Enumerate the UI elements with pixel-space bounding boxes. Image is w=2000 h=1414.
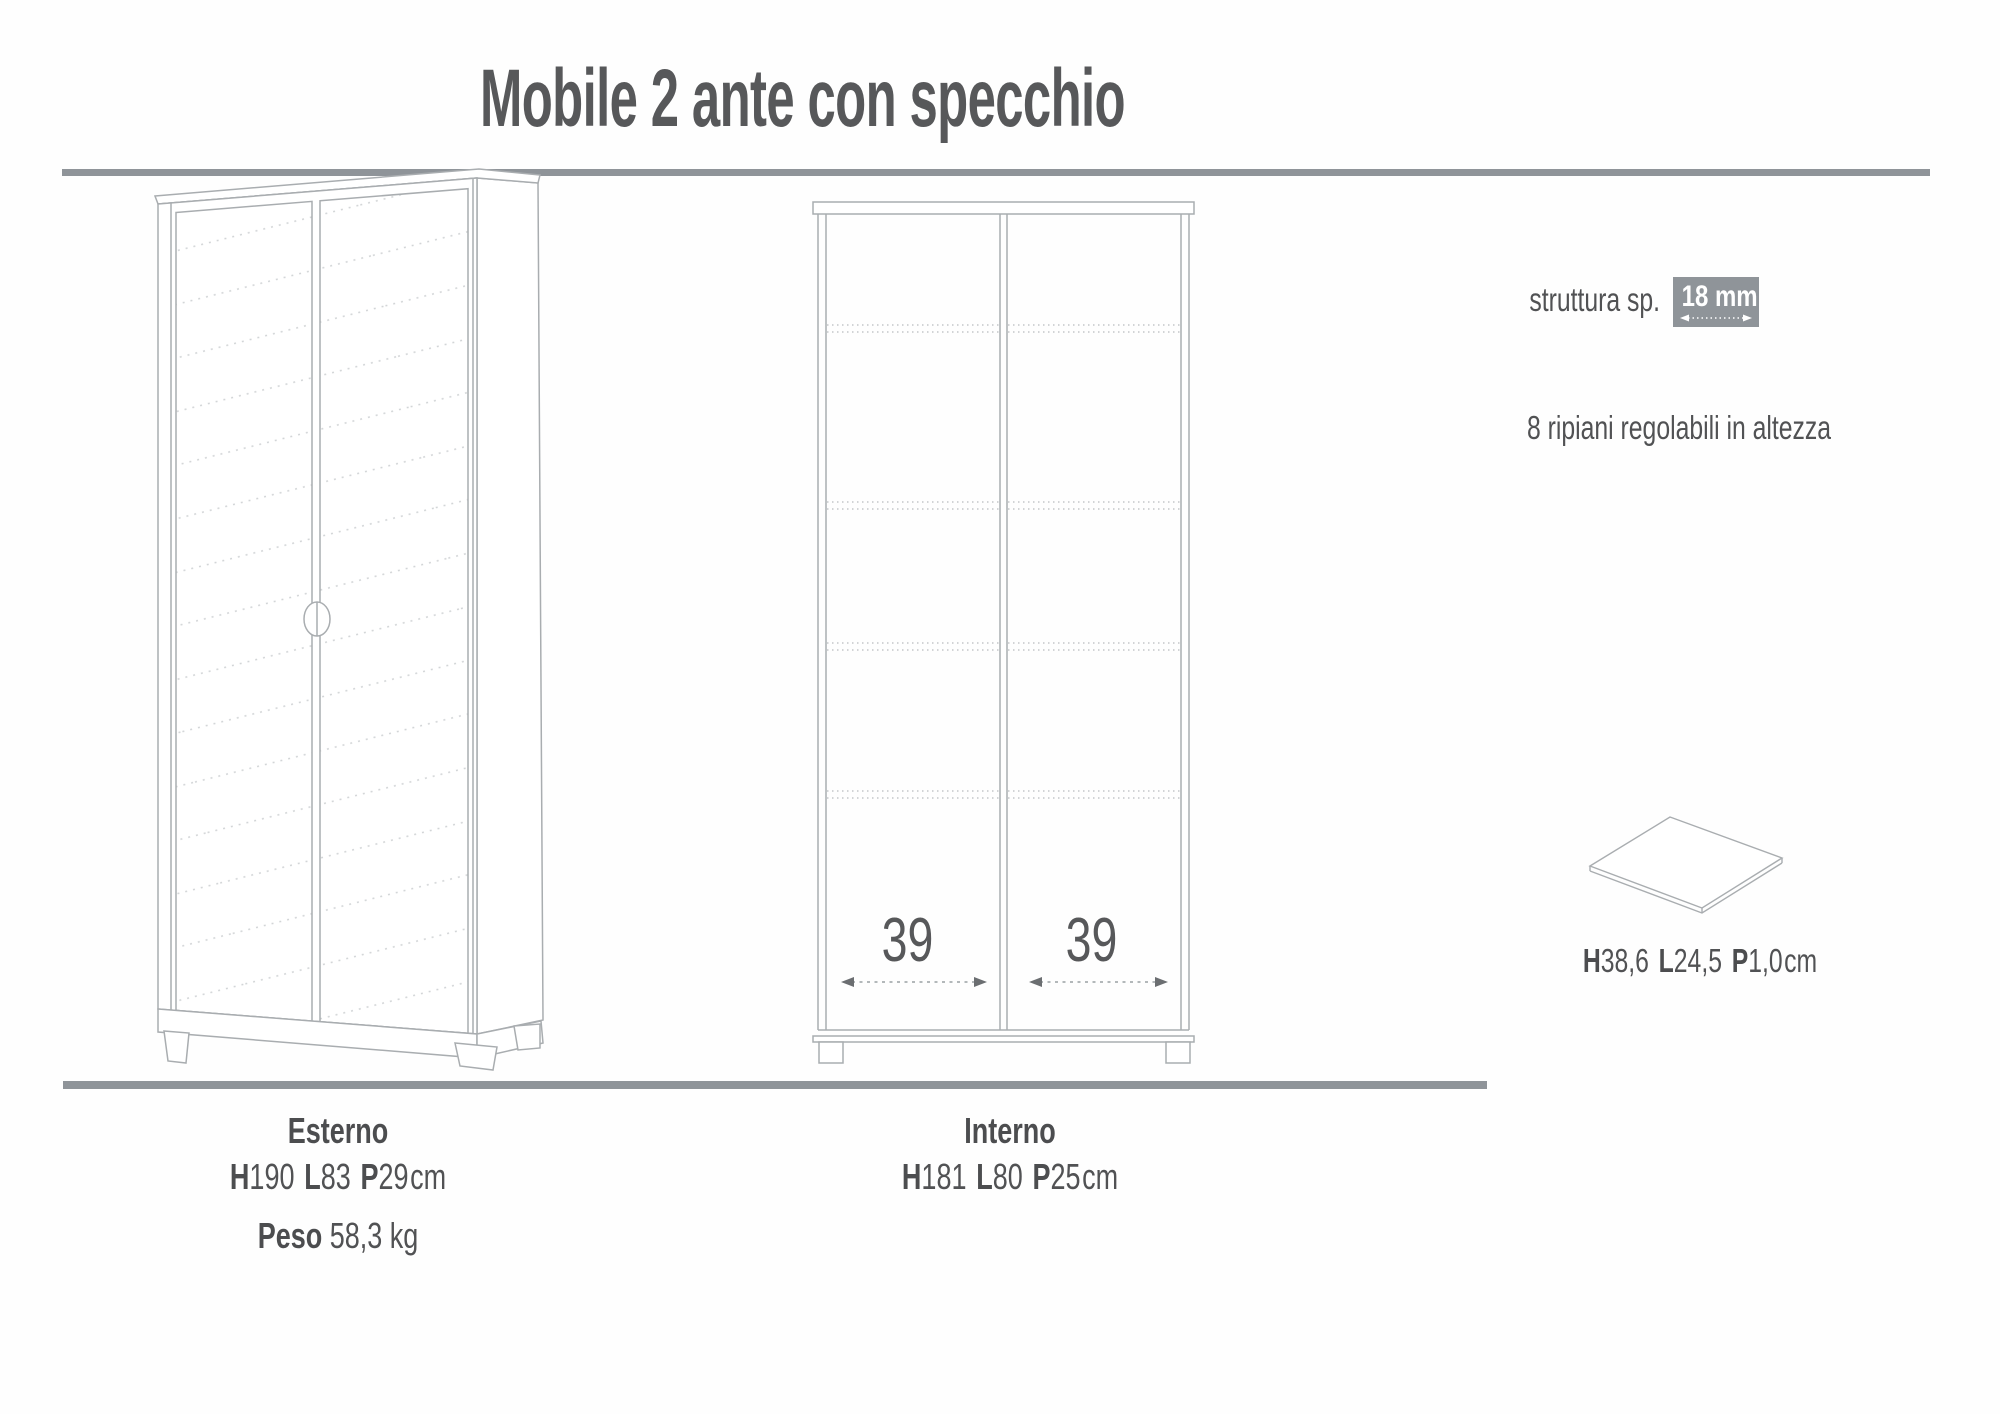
esterno-l-label: L <box>304 1156 321 1197</box>
foot-right <box>1165 1041 1191 1064</box>
struttura-label: struttura sp. <box>1529 281 1660 318</box>
foot-back-right <box>513 1023 541 1051</box>
shelf-panel-drawing <box>1588 816 1784 914</box>
shelves-note: 8 ripiani regolabili in altezza <box>1527 409 1832 446</box>
interno-block: Interno H181 L80 P25cm <box>810 1113 1210 1195</box>
interno-dimensions: H181 L80 P25cm <box>860 1159 1160 1195</box>
adjustable-shelves <box>827 324 1180 799</box>
shelf-l-label: L <box>1658 942 1674 979</box>
esterno-dim-unit: cm <box>410 1156 447 1197</box>
interno-p-label: P <box>1032 1156 1051 1197</box>
interno-l-label: L <box>976 1156 993 1197</box>
footer-rule <box>63 1081 1487 1089</box>
peso-label: Peso <box>257 1215 323 1256</box>
width-arrow-left-icon <box>841 977 987 987</box>
mirror-door-left <box>175 200 313 1022</box>
shelf-dim-unit: cm <box>1784 942 1818 979</box>
exterior-outline <box>153 168 544 1071</box>
shelf-h-value: 38,6 <box>1600 942 1649 979</box>
dim-right-width: 39 <box>1065 906 1118 975</box>
esterno-l-value: 83 <box>320 1156 351 1197</box>
interno-title: Interno <box>964 1110 1056 1151</box>
page-title: Mobile 2 ante con specchio <box>480 53 1126 144</box>
thickness-badge: 18 mm <box>1673 277 1759 327</box>
esterno-block: Esterno H190 L83 P29cm Peso 58,3 kg <box>138 1113 538 1254</box>
page-title-wrap: Mobile 2 ante con specchio <box>290 58 1290 140</box>
esterno-p-label: P <box>360 1156 379 1197</box>
foot-left <box>818 1041 844 1064</box>
shelf-p-label: P <box>1731 942 1749 979</box>
shelf-panel-top <box>1588 816 1784 909</box>
foot-front-right <box>454 1042 498 1071</box>
dim-left-width: 39 <box>881 906 934 975</box>
thickness-arrow-icon <box>1680 314 1752 322</box>
shelf-l-value: 24,5 <box>1673 942 1722 979</box>
cabinet-exterior-drawing <box>153 168 544 1071</box>
esterno-title: Esterno <box>287 1110 389 1151</box>
cabinet-interior-drawing <box>812 201 1195 1064</box>
top-bar <box>812 201 1195 215</box>
shelf-dimensions: H38,6 L24,5 P1,0cm <box>1580 944 1820 977</box>
esterno-h-label: H <box>229 1156 250 1197</box>
shelf-p-value: 1,0 <box>1748 942 1783 979</box>
interior-outline <box>812 201 1195 1064</box>
foot-front-left <box>163 1030 190 1064</box>
side-panel <box>476 177 544 1035</box>
title-rule <box>62 169 1930 176</box>
peso-value: 58,3 kg <box>329 1215 419 1256</box>
interno-l-value: 80 <box>992 1156 1023 1197</box>
interno-dim-unit: cm <box>1082 1156 1119 1197</box>
width-arrow-right-icon <box>1029 977 1168 987</box>
esterno-weight: Peso 58,3 kg <box>188 1218 488 1254</box>
mirror-door-right <box>319 187 469 1035</box>
interno-p-value: 25 <box>1050 1156 1081 1197</box>
interno-h-value: 181 <box>921 1156 967 1197</box>
esterno-dimensions: H190 L83 P29cm <box>188 1159 488 1195</box>
thickness-value: 18 mm <box>1681 280 1758 313</box>
esterno-h-value: 190 <box>249 1156 295 1197</box>
shelf-h-label: H <box>1582 942 1601 979</box>
bottom-bar <box>812 1035 1195 1043</box>
interno-h-label: H <box>901 1156 922 1197</box>
esterno-p-value: 29 <box>378 1156 409 1197</box>
